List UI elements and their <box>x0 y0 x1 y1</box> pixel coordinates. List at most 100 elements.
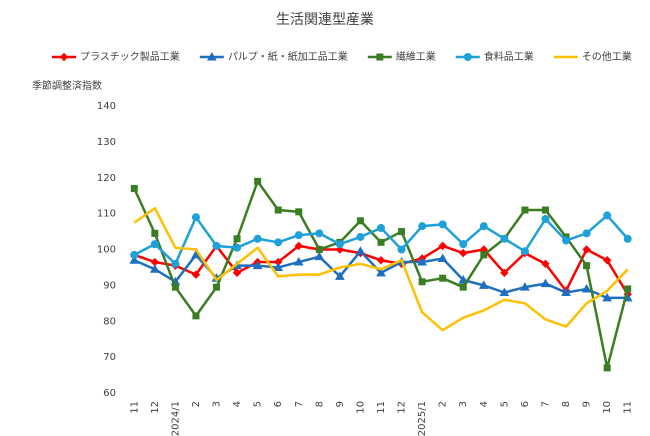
marker <box>206 51 217 61</box>
marker <box>439 274 447 282</box>
marker <box>377 223 385 232</box>
marker <box>561 287 571 297</box>
x-tick-label: 10 <box>602 401 613 414</box>
marker <box>562 236 571 245</box>
marker <box>273 262 284 271</box>
marker <box>541 215 550 224</box>
marker <box>149 264 160 273</box>
marker <box>438 241 447 251</box>
marker <box>233 243 242 252</box>
marker <box>293 257 304 266</box>
marker <box>254 177 262 185</box>
marker <box>624 285 632 293</box>
marker <box>376 267 386 277</box>
y-tick-label: 130 <box>97 137 116 148</box>
marker <box>150 240 159 249</box>
marker <box>192 312 200 320</box>
marker <box>355 246 366 255</box>
marker <box>500 268 509 278</box>
x-tick-label: 9 <box>582 401 593 407</box>
x-tick-label: 9 <box>335 401 346 407</box>
y-tick-label: 80 <box>103 316 116 327</box>
legend-item: その他工業 <box>553 50 632 63</box>
marker <box>478 280 489 289</box>
x-tick-label: 2 <box>438 401 449 407</box>
marker <box>582 229 591 238</box>
marker <box>603 211 612 220</box>
marker <box>459 240 468 249</box>
x-tick-label: 2024/1 <box>170 401 181 436</box>
marker <box>521 206 529 214</box>
marker <box>583 262 591 270</box>
marker <box>398 228 406 236</box>
marker <box>602 292 613 302</box>
chart-title: 生活関連型産業 <box>276 12 374 28</box>
marker <box>315 229 324 238</box>
y-tick-label: 120 <box>97 173 116 184</box>
x-tick-label: 12 <box>397 401 408 414</box>
marker <box>274 238 283 247</box>
marker <box>315 246 323 253</box>
marker <box>397 245 406 254</box>
marker <box>314 251 325 261</box>
marker <box>520 247 529 256</box>
y-axis-title: 季節調整済指数 <box>32 79 102 92</box>
x-tick-label: 11 <box>623 401 634 414</box>
legend-label: プラスチック製品工業 <box>80 50 180 63</box>
marker <box>520 282 530 291</box>
x-tick-label: 8 <box>314 401 325 407</box>
x-tick-label: 5 <box>253 401 264 407</box>
marker <box>377 238 385 246</box>
marker <box>335 245 345 254</box>
marker <box>130 250 139 259</box>
marker <box>376 53 384 61</box>
y-tick-label: 70 <box>103 352 116 363</box>
x-tick-label: 6 <box>273 401 284 407</box>
marker <box>437 253 448 262</box>
y-tick-label: 60 <box>103 388 116 399</box>
x-tick-label: 2 <box>191 401 202 407</box>
marker <box>417 257 427 266</box>
marker <box>458 274 469 284</box>
marker <box>541 206 549 214</box>
x-tick-label: 10 <box>355 401 366 414</box>
legend-item: 食料品工業 <box>455 50 534 63</box>
x-tick-label: 7 <box>294 401 305 407</box>
marker <box>294 241 303 251</box>
legend-label: 食料品工業 <box>484 50 534 63</box>
marker <box>623 234 632 243</box>
marker <box>294 231 303 240</box>
marker <box>171 283 179 291</box>
x-tick-label: 11 <box>129 401 140 414</box>
marker <box>602 256 612 265</box>
marker <box>499 287 510 297</box>
marker <box>171 259 180 268</box>
legend-item: パルプ・紙・紙加工品工業 <box>199 50 348 63</box>
marker <box>59 52 69 62</box>
legend-item: 繊維工業 <box>367 50 436 63</box>
x-tick-label: 2025/1 <box>417 401 428 436</box>
marker <box>500 234 509 243</box>
x-tick-label: 3 <box>458 401 469 407</box>
marker <box>252 260 263 270</box>
marker <box>213 283 221 291</box>
x-tick-label: 3 <box>212 401 223 407</box>
marker <box>191 270 201 279</box>
y-tick-label: 100 <box>97 245 116 256</box>
x-tick-label: 5 <box>499 401 510 407</box>
marker <box>356 232 365 241</box>
marker <box>459 248 468 258</box>
marker <box>376 256 386 265</box>
marker <box>232 268 242 278</box>
marker <box>151 229 159 237</box>
y-tick-label: 90 <box>103 280 116 291</box>
marker <box>480 251 488 259</box>
marker <box>438 220 447 229</box>
marker <box>191 213 200 222</box>
marker <box>540 278 551 288</box>
marker <box>274 206 282 214</box>
marker <box>295 208 303 216</box>
legend-item: プラスチック製品工業 <box>52 50 180 63</box>
marker <box>581 283 592 293</box>
